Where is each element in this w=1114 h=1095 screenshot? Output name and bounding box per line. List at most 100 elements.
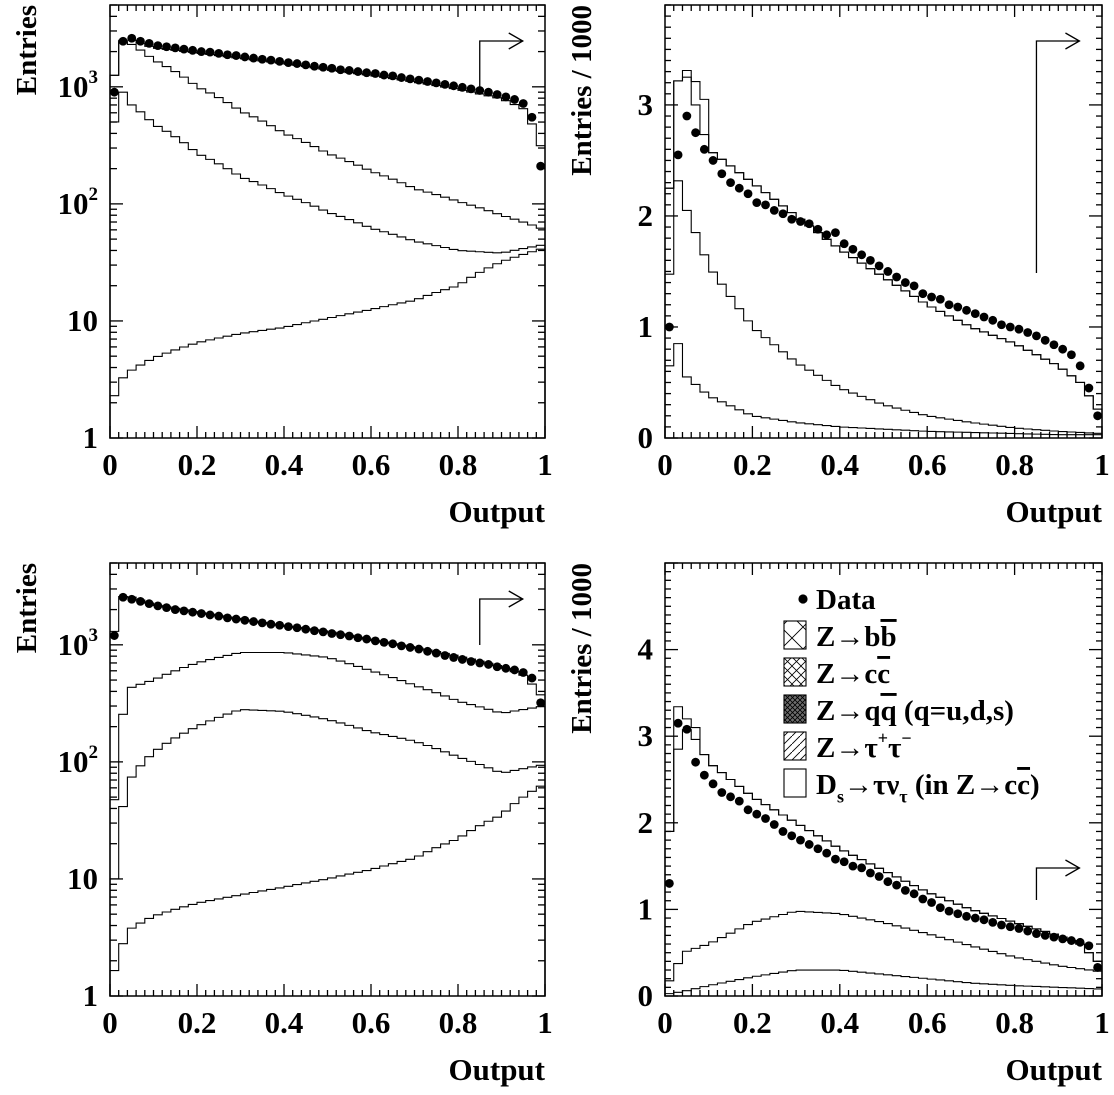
y-tick-label: 103 (58, 625, 99, 662)
data-point (405, 74, 415, 84)
data-point (518, 668, 528, 677)
data-point (927, 898, 936, 907)
x-axis-label: Output (1006, 494, 1103, 529)
data-point (699, 144, 709, 154)
legend-item-qq: Z→qq (q=u,d,s) (783, 694, 1014, 727)
data-point (310, 61, 319, 71)
data-point (275, 620, 285, 630)
y-tick-label: 103 (58, 67, 99, 104)
data-point (118, 36, 128, 46)
y-tick-label: 0 (638, 420, 654, 455)
data-point (170, 605, 180, 614)
data-point (353, 633, 363, 643)
data-point (527, 112, 537, 122)
data-point (761, 814, 770, 823)
panel-bottom-right: 0 0.2 0.4 0.6 0.8 1 Output 0 1 2 3 4 Entries / 1000 (566, 562, 1110, 1087)
data-point (153, 601, 163, 611)
data-point (292, 59, 302, 68)
data-point (970, 309, 980, 319)
data-points (109, 592, 546, 708)
legend-label: Z→bb (816, 621, 897, 653)
y-axis-label: Entries / 1000 (566, 563, 598, 734)
data-point (249, 617, 258, 626)
x-tick-label: 0.2 (178, 447, 217, 482)
data-point (231, 614, 241, 624)
data-point (682, 111, 692, 121)
data-point (962, 305, 971, 315)
y-tick-label: 0 (638, 978, 654, 1013)
data-point (1075, 361, 1085, 371)
panel-top-right: 0 0.2 0.4 0.6 0.8 1 Output 0 1 2 3 Entries / 1000 (566, 4, 1110, 529)
x-tick-label: 0.6 (908, 1005, 947, 1040)
data-point (1023, 328, 1033, 337)
data-point (536, 698, 546, 708)
x-tick-label: 0.4 (265, 447, 304, 482)
data-point (752, 809, 762, 819)
data-points (664, 111, 1103, 421)
x-axis: 0 0.2 0.4 0.6 0.8 1 Output (657, 563, 1110, 1087)
histogram-stack (664, 706, 1103, 997)
data-point (188, 45, 198, 55)
data-point (283, 58, 293, 68)
data-point (979, 915, 989, 925)
y-tick-label: 102 (58, 184, 99, 221)
data-point (796, 835, 805, 845)
data-points (109, 33, 546, 171)
x-tick-label: 0.8 (439, 447, 478, 482)
x-tick-label: 0.2 (733, 447, 772, 482)
data-point (1040, 930, 1050, 940)
data-point (673, 718, 683, 728)
data-point (205, 47, 215, 57)
cut-arrow (1035, 859, 1081, 900)
data-point (892, 272, 902, 282)
data-point (266, 55, 276, 65)
data-point (457, 82, 467, 92)
data-point (1058, 344, 1068, 354)
legend-item-bb: Z→bb (783, 620, 897, 653)
panel-bottom-left: 0 0.2 0.4 0.6 0.8 1 Output 1 10 102 103 Entries (11, 562, 553, 1087)
legend-marker (798, 594, 808, 604)
y-axis: 0 1 2 3 Entries / 1000 (566, 4, 1102, 455)
data-point (136, 36, 145, 46)
data-point (257, 54, 267, 64)
data-point (1014, 924, 1024, 933)
y-tick-label: 2 (638, 805, 654, 840)
data-point (804, 219, 814, 229)
data-point (275, 56, 285, 66)
data-point (501, 92, 511, 102)
data-point (344, 66, 354, 75)
legend-label: Ds→τντ (in Z→cc) (816, 769, 1040, 807)
data-point (344, 631, 354, 641)
data-point (170, 43, 180, 53)
data-point (708, 779, 718, 789)
y-axis-label: Entries / 1000 (566, 5, 598, 176)
data-point (431, 78, 441, 88)
legend-swatch (783, 694, 807, 724)
data-point (726, 792, 735, 802)
data-point (423, 77, 432, 86)
x-tick-label: 1 (537, 447, 553, 482)
data-point (673, 150, 683, 160)
histogram-cc (664, 910, 1103, 997)
x-axis: 0 0.2 0.4 0.6 0.8 1 Output (102, 563, 553, 1087)
data-point (144, 599, 154, 608)
data-point (179, 606, 189, 616)
data-point (214, 48, 224, 58)
data-point (1075, 937, 1085, 947)
data-point (292, 623, 302, 633)
x-tick-label: 0.4 (265, 1005, 304, 1040)
y-tick-label: 10 (67, 861, 98, 896)
data-point (196, 609, 206, 618)
data-point (179, 44, 189, 54)
legend: Data Z→bb Z→cc Z→qq (q=u,d,s)Z→τ+τ− Ds→τντ (… (783, 584, 1040, 807)
data-point (717, 169, 727, 179)
data-point (257, 618, 267, 628)
data-point (857, 250, 867, 260)
data-point (1049, 932, 1059, 942)
data-point (831, 854, 840, 864)
legend-swatch (783, 620, 807, 650)
data-point (1067, 936, 1076, 945)
data-point (944, 300, 954, 310)
data-point (953, 909, 963, 919)
histogram-bb (109, 39, 546, 439)
